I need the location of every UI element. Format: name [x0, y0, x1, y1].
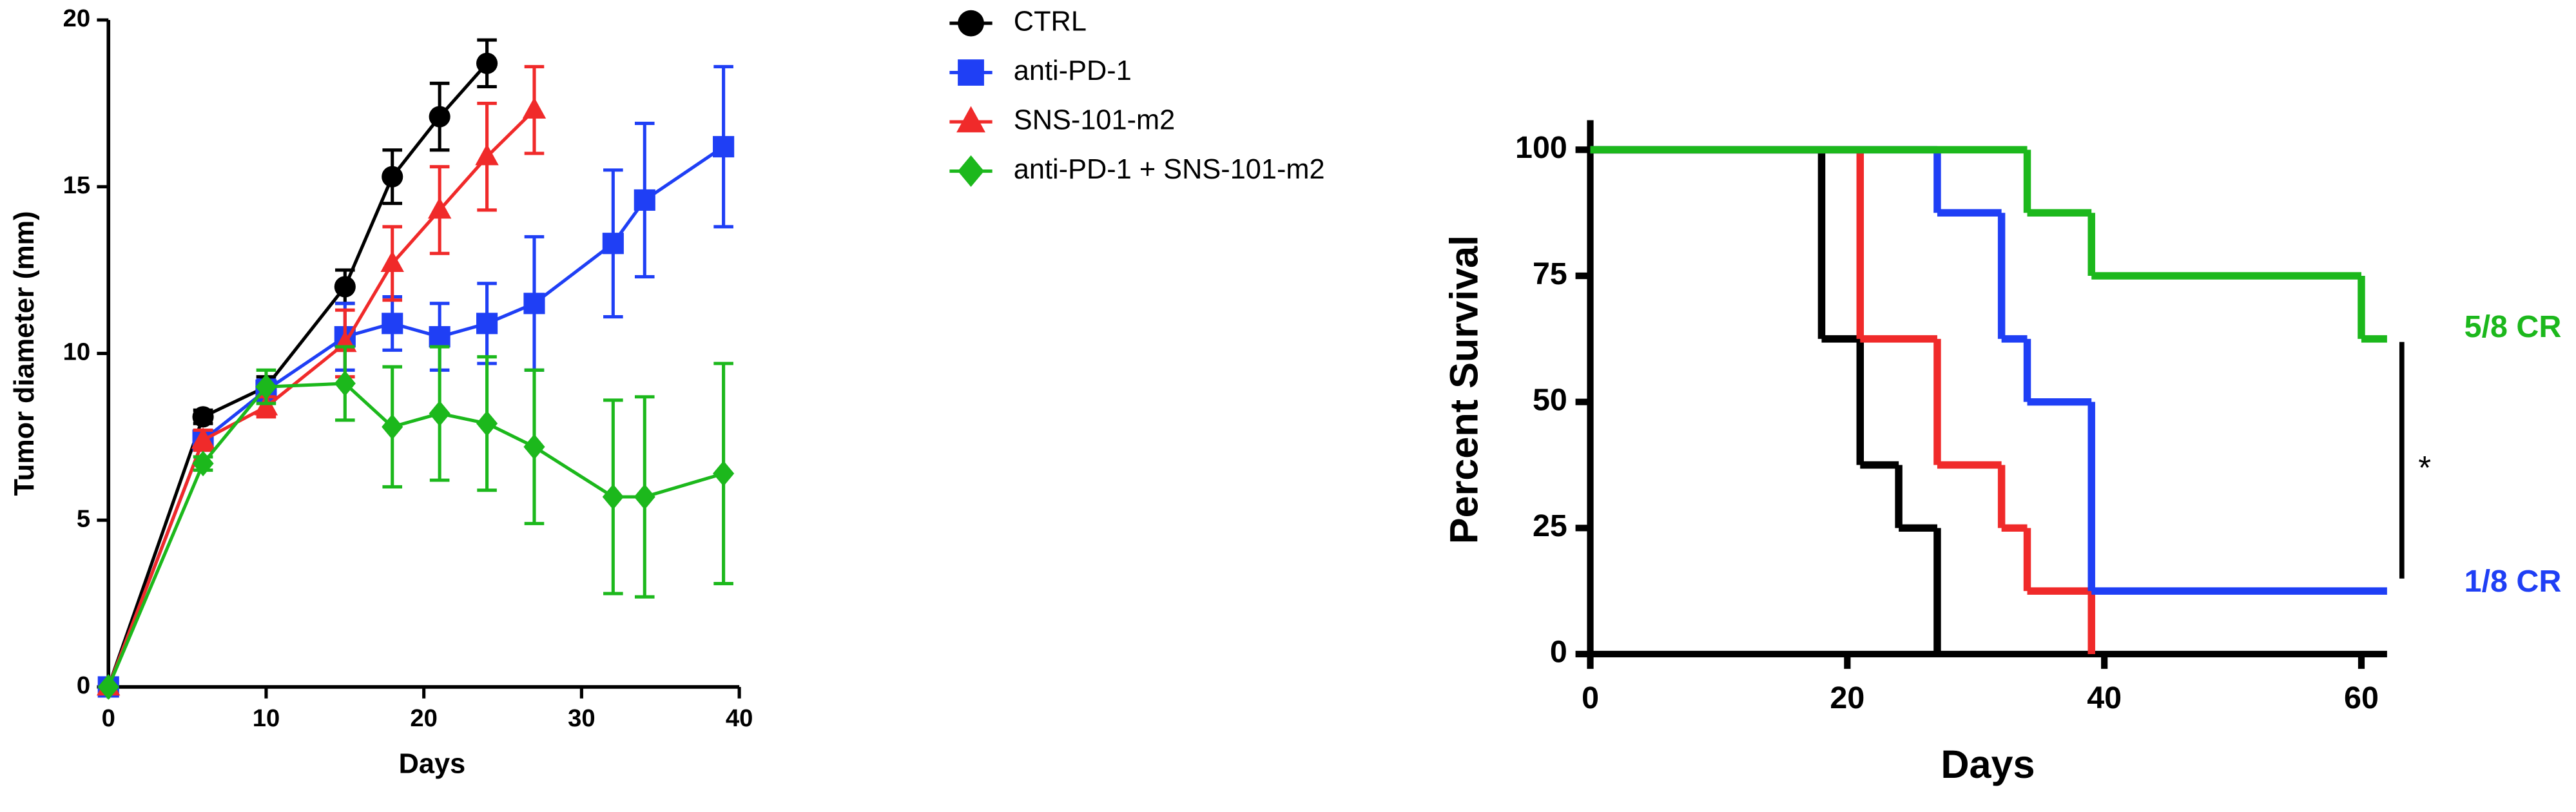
marker	[334, 371, 356, 396]
y-tick-label: 100	[1515, 130, 1567, 165]
marker	[713, 136, 735, 158]
annotation: 5/8 CR	[2465, 309, 2562, 344]
y-tick-label: 25	[1533, 508, 1567, 543]
marker	[602, 233, 624, 255]
marker	[476, 411, 498, 437]
x-tick-label: 0	[1582, 681, 1599, 715]
marker	[523, 293, 545, 314]
marker	[958, 155, 984, 187]
marker	[523, 434, 545, 460]
y-tick-label: 50	[1533, 382, 1567, 417]
y-axis-label: Tumor diameter (mm)	[9, 211, 40, 496]
y-tick-label: 15	[63, 171, 91, 199]
marker	[958, 59, 984, 86]
legend-label: anti-PD-1 + SNS-101-m2	[1014, 154, 1325, 185]
marker	[192, 450, 214, 477]
x-tick-label: 10	[253, 704, 280, 732]
marker	[602, 484, 624, 510]
y-tick-label: 5	[77, 505, 90, 532]
marker	[380, 250, 404, 273]
marker	[192, 406, 214, 428]
legend-label: SNS-101-m2	[1014, 105, 1175, 136]
y-tick-label: 0	[1550, 635, 1567, 670]
annotation: 1/8 CR	[2465, 564, 2562, 599]
legend-label: anti-PD-1	[1014, 55, 1132, 86]
y-tick-label: 10	[63, 338, 91, 366]
x-tick-label: 40	[2087, 681, 2122, 715]
y-tick-label: 20	[63, 5, 91, 32]
legend-label: CTRL	[1014, 6, 1087, 37]
x-tick-label: 0	[102, 704, 115, 732]
series-line	[106, 62, 489, 688]
marker	[713, 460, 735, 487]
series-line	[106, 108, 536, 688]
y-tick-label: 75	[1533, 256, 1567, 291]
marker	[382, 414, 403, 440]
marker	[429, 106, 450, 128]
marker	[476, 313, 498, 334]
marker	[382, 313, 403, 334]
y-tick-label: 0	[77, 672, 90, 699]
x-tick-label: 20	[1830, 681, 1864, 715]
marker	[522, 97, 547, 119]
marker	[475, 144, 499, 166]
marker	[97, 674, 119, 700]
x-axis-label: Days	[1941, 742, 2035, 786]
marker	[191, 427, 215, 449]
x-tick-label: 30	[568, 704, 596, 732]
annotation: *	[2418, 449, 2431, 486]
marker	[382, 166, 403, 188]
marker	[634, 484, 655, 510]
x-tick-label: 40	[726, 704, 753, 732]
y-axis-label: Percent Survival	[1442, 235, 1486, 544]
marker	[255, 374, 277, 400]
x-tick-label: 20	[410, 704, 438, 732]
marker	[334, 276, 356, 298]
marker	[429, 400, 450, 427]
marker	[476, 52, 498, 74]
marker	[427, 197, 452, 219]
marker	[958, 10, 984, 37]
marker	[634, 189, 655, 211]
marker	[429, 326, 450, 348]
x-tick-label: 60	[2344, 681, 2379, 715]
x-axis-label: Days	[399, 749, 466, 780]
marker	[956, 106, 985, 133]
